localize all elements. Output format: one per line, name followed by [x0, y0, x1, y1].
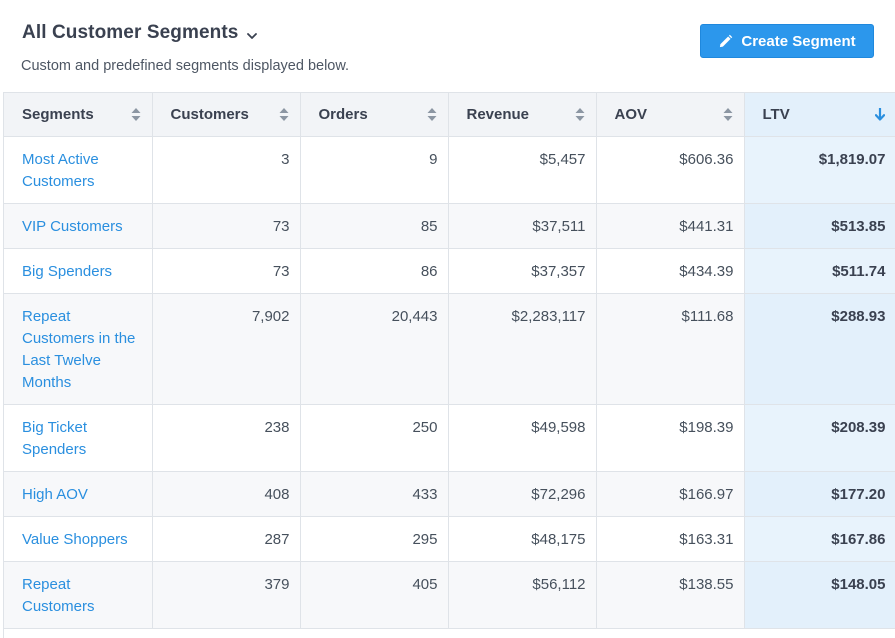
segment-link[interactable]: VIP Customers	[22, 217, 123, 235]
revenue-cell: $37,357	[448, 248, 597, 294]
ltv-cell: $208.39	[744, 404, 895, 472]
sort-icon[interactable]	[427, 108, 437, 121]
table-row: Value Shoppers 287 295 $48,175 $163.31 $…	[4, 516, 895, 562]
table-row: Most Active Customers 3 9 $5,457 $606.36…	[4, 136, 895, 204]
table-row: Big Spenders 73 86 $37,357 $434.39 $511.…	[4, 248, 895, 294]
sort-icon[interactable]	[279, 108, 289, 121]
table-row: Repeat Customers in the Last Twelve Mont…	[4, 293, 895, 405]
column-label: LTV	[762, 105, 790, 123]
revenue-cell: $37,511	[448, 203, 597, 249]
orders-cell: 9	[300, 136, 449, 204]
aov-cell: $166.97	[596, 471, 745, 517]
segment-cell: Repeat Customers	[4, 561, 153, 629]
ltv-cell: $511.74	[744, 248, 895, 294]
page-title: All Customer Segments	[22, 22, 239, 43]
customers-cell: 73	[152, 248, 301, 294]
column-label: Orders	[318, 105, 368, 123]
column-header-segments[interactable]: Segments	[4, 93, 153, 137]
column-header-ltv[interactable]: LTV	[744, 93, 895, 137]
revenue-cell: $5,457	[448, 136, 597, 204]
segment-cell: Repeat Customers in the Last Twelve Mont…	[4, 293, 153, 405]
orders-cell: 86	[300, 248, 449, 294]
customers-cell: 7,902	[152, 293, 301, 405]
page-subtitle: Custom and predefined segments displayed…	[21, 58, 350, 74]
aov-cell: $198.39	[596, 404, 745, 472]
aov-cell: $606.36	[596, 136, 745, 204]
segment-cell: Value Shoppers	[4, 516, 153, 562]
page-header: All Customer Segments Custom and predefi…	[0, 0, 895, 92]
ltv-cell: $513.85	[744, 203, 895, 249]
table-row: Big Ticket Spenders 238 250 $49,598 $198…	[4, 404, 895, 472]
segment-link[interactable]: Value Shoppers	[22, 530, 128, 548]
column-label: AOV	[614, 105, 648, 123]
table-header-row: Segments Customers Orders Revenue AOV LT…	[4, 93, 895, 137]
segment-cell: High AOV	[4, 471, 153, 517]
segments-table: Segments Customers Orders Revenue AOV LT…	[3, 92, 895, 638]
sort-icon[interactable]	[575, 108, 585, 121]
aov-cell: $138.55	[596, 561, 745, 629]
ltv-cell: $177.20	[744, 471, 895, 517]
customers-cell: 408	[152, 471, 301, 517]
column-header-orders[interactable]: Orders	[300, 93, 449, 137]
orders-cell: 295	[300, 516, 449, 562]
segment-cell: VIP Customers	[4, 203, 153, 249]
segment-link[interactable]: Repeat Customers	[22, 575, 95, 615]
create-segment-label: Create Segment	[741, 32, 856, 50]
revenue-cell: $48,175	[448, 516, 597, 562]
pencil-icon	[720, 34, 733, 47]
customers-cell: 287	[152, 516, 301, 562]
orders-cell: 85	[300, 203, 449, 249]
orders-cell: 250	[300, 404, 449, 472]
table-row: High AOV 408 433 $72,296 $166.97 $177.20	[4, 471, 895, 517]
revenue-cell: $56,112	[448, 561, 597, 629]
create-segment-button[interactable]: Create Segment	[700, 24, 874, 58]
orders-cell: 433	[300, 471, 449, 517]
customers-cell: 238	[152, 404, 301, 472]
column-label: Segments	[22, 105, 94, 123]
chevron-down-icon[interactable]	[246, 29, 258, 41]
aov-cell: $434.39	[596, 248, 745, 294]
customers-cell: 73	[152, 203, 301, 249]
column-header-aov[interactable]: AOV	[596, 93, 745, 137]
column-label: Revenue	[466, 105, 530, 123]
orders-cell: 20,443	[300, 293, 449, 405]
segment-link[interactable]: Repeat Customers in the Last Twelve Mont…	[22, 307, 136, 391]
arrow-down-icon[interactable]	[874, 108, 885, 121]
column-label: Customers	[170, 105, 249, 123]
ltv-cell: $1,819.07	[744, 136, 895, 204]
segment-cell: Big Ticket Spenders	[4, 404, 153, 472]
aov-cell: $441.31	[596, 203, 745, 249]
revenue-cell: $49,598	[448, 404, 597, 472]
segment-cell: Big Spenders	[4, 248, 153, 294]
segment-link[interactable]: Big Ticket Spenders	[22, 418, 88, 458]
revenue-cell: $72,296	[448, 471, 597, 517]
ltv-cell: $288.93	[744, 293, 895, 405]
sort-icon[interactable]	[723, 108, 733, 121]
column-header-customers[interactable]: Customers	[152, 93, 301, 137]
column-header-revenue[interactable]: Revenue	[448, 93, 597, 137]
segment-cell: Most Active Customers	[4, 136, 153, 204]
aov-cell: $163.31	[596, 516, 745, 562]
customers-cell: 3	[152, 136, 301, 204]
table-row: Repeat Customers 379 405 $56,112 $138.55…	[4, 561, 895, 629]
sort-icon[interactable]	[131, 108, 141, 121]
segment-link[interactable]: High AOV	[22, 485, 88, 503]
orders-cell: 405	[300, 561, 449, 629]
segment-selector[interactable]: All Customer Segments	[22, 22, 258, 44]
table-row: VIP Customers 73 85 $37,511 $441.31 $513…	[4, 203, 895, 249]
revenue-cell: $2,283,117	[448, 293, 597, 405]
ltv-cell: $167.86	[744, 516, 895, 562]
ltv-cell: $148.05	[744, 561, 895, 629]
customers-cell: 379	[152, 561, 301, 629]
segment-link[interactable]: Most Active Customers	[22, 150, 99, 190]
aov-cell: $111.68	[596, 293, 745, 405]
segment-link[interactable]: Big Spenders	[22, 262, 113, 280]
